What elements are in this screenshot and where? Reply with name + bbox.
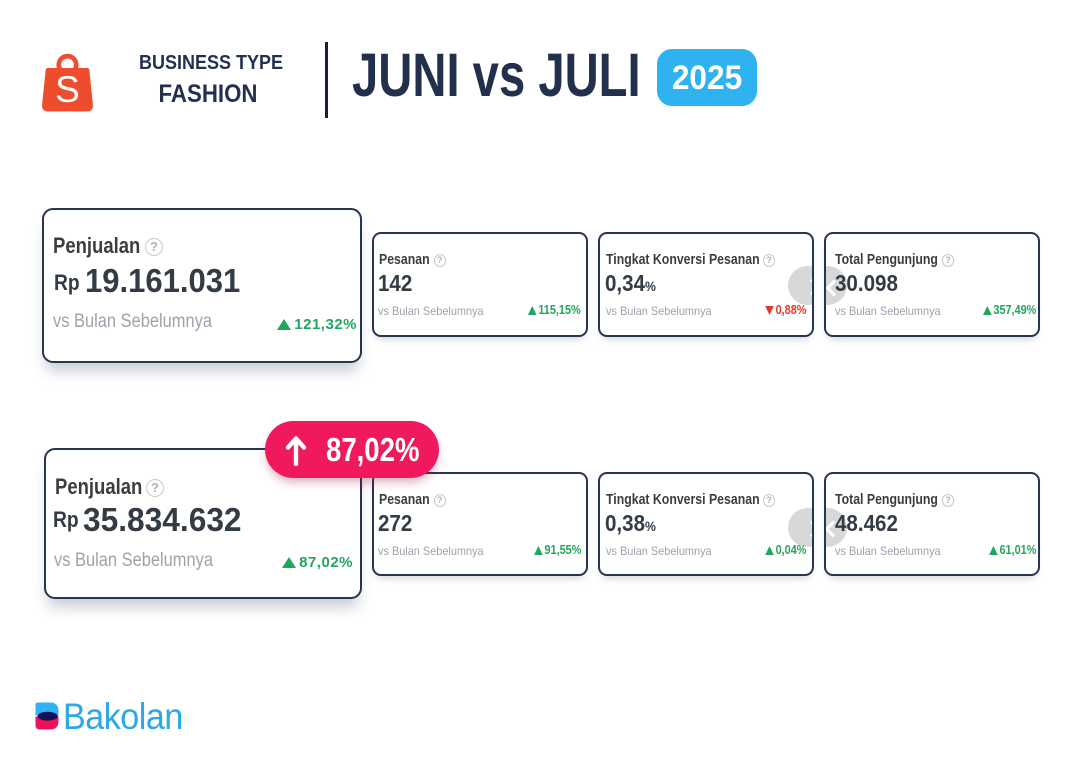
svg-text:S: S	[55, 69, 80, 110]
